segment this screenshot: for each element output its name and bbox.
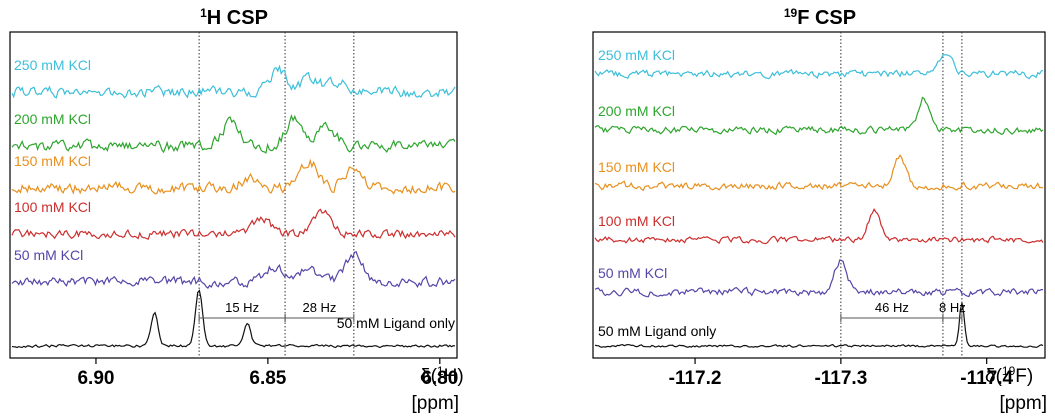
x-axis-unit: [ppm] (999, 393, 1047, 414)
spectrum-line (11, 64, 456, 99)
spectrum-line (594, 208, 1044, 245)
series-label: 250 mM KCl (14, 57, 91, 73)
series-label: 100 mM KCl (14, 199, 91, 215)
tick-label: 6.90 (77, 368, 114, 389)
annotation-label: 8 Hz (939, 300, 966, 315)
spectrum-line (11, 251, 456, 289)
annotation-label: 28 Hz (302, 300, 336, 315)
series-label: 150 mM KCl (598, 159, 675, 175)
series-50-mm-ligand-only: 50 mM Ligand only (594, 302, 1044, 349)
spectrum-line (11, 289, 456, 349)
series-label: 250 mM KCl (598, 47, 675, 63)
series-150-mm-kcl: 150 mM KCl (11, 153, 456, 195)
tick-label: -117.4 (960, 368, 1013, 389)
series-label: 200 mM KCl (14, 111, 91, 127)
series-200-mm-kcl: 200 mM KCl (11, 111, 456, 154)
plot-frame (9, 31, 458, 359)
spectrum-line (11, 158, 456, 195)
tick-label: 6.80 (421, 368, 458, 389)
spectrum-line (594, 302, 1044, 349)
plot-frame (592, 31, 1046, 359)
spectrum-line (594, 54, 1044, 80)
series-100-mm-kcl: 100 mM KCl (594, 208, 1044, 245)
panel-title: 1H CSP (200, 6, 268, 29)
series-label: 150 mM KCl (14, 153, 91, 169)
tick-label: -117.3 (814, 368, 867, 389)
panel-f-csp: 19F CSP -117.2 -117.3 -117.4δ(19F) [ppm] 250 … (592, 6, 1047, 414)
annotation-label: 46 Hz (875, 300, 909, 315)
series-250-mm-kcl: 250 mM KCl (594, 47, 1044, 80)
series-label: 50 mM KCl (14, 247, 83, 263)
series-250-mm-kcl: 250 mM KCl (11, 57, 456, 99)
series-50-mm-kcl: 50 mM KCl (11, 247, 456, 289)
tick-label: 6.85 (249, 368, 286, 389)
series-label: 100 mM KCl (598, 213, 675, 229)
spectrum-line (594, 154, 1044, 192)
x-axis-label: δ(1H) (420, 364, 464, 387)
series-50-mm-kcl: 50 mM KCl (594, 259, 1043, 298)
x-axis-unit: [ppm] (411, 393, 459, 414)
series-label: 50 mM Ligand only (337, 315, 455, 331)
series-150-mm-kcl: 150 mM KCl (594, 154, 1044, 192)
series-100-mm-kcl: 100 mM KCl (11, 199, 456, 240)
series-label: 50 mM KCl (598, 265, 667, 281)
panel-title: 19F CSP (784, 6, 856, 29)
series-label: 50 mM Ligand only (598, 323, 716, 339)
spectrum-line (11, 114, 456, 154)
panel-h-csp: 1H CSP 6.90 6.85 6.80δ(1H) [ppm] 250 mM KCl 20… (9, 6, 464, 414)
spectrum-line (594, 96, 1044, 136)
series-label: 200 mM KCl (598, 103, 675, 119)
series-50-mm-ligand-only: 50 mM Ligand only (11, 289, 456, 349)
annotation-label: 15 Hz (225, 300, 259, 315)
series-200-mm-kcl: 200 mM KCl (594, 96, 1044, 136)
spectrum-line (594, 259, 1043, 298)
spectrum-line (11, 208, 456, 240)
x-axis-label: δ(19F) (985, 364, 1033, 387)
tick-label: -117.2 (669, 368, 722, 389)
